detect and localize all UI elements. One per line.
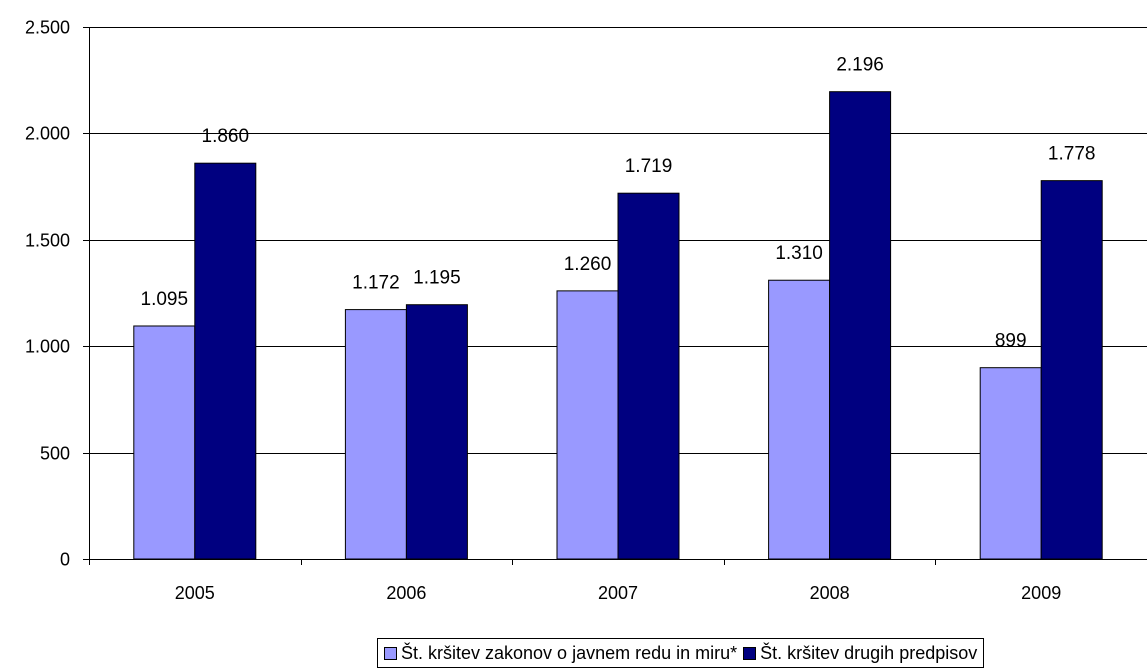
y-tick-label: 0 (60, 550, 70, 570)
data-label-series-1: 1.172 (352, 273, 400, 294)
y-tick-label: 2.500 (25, 18, 70, 38)
bar-series-2 (617, 192, 680, 560)
bars (133, 91, 1103, 560)
x-tick-label: 2007 (598, 583, 638, 603)
legend: Št. kršitev zakonov o javnem redu in mir… (377, 638, 985, 668)
bar-series-2 (829, 91, 892, 560)
legend-label-series-1: Št. kršitev zakonov o javnem redu in mir… (401, 642, 738, 663)
bar-series-2 (1040, 180, 1103, 560)
data-label-series-1: 899 (995, 331, 1027, 352)
bar-series-2 (194, 162, 257, 560)
x-tick-label: 2009 (1021, 583, 1061, 603)
x-tick-label: 2008 (810, 583, 850, 603)
bar-series-1 (344, 309, 407, 560)
legend-item-series-2: Št. kršitev drugih predpisov (743, 643, 977, 664)
x-tick-label: 2006 (386, 583, 426, 603)
legend-swatch-series-2 (743, 646, 757, 660)
data-label-series-2: 2.196 (836, 55, 884, 76)
x-tick-label: 2005 (175, 583, 215, 603)
bar-series-1 (556, 290, 619, 560)
bar-series-1 (768, 279, 831, 560)
legend-swatch-series-1 (384, 646, 397, 660)
data-label-series-2: 1.778 (1048, 144, 1096, 165)
y-tick-label: 2.000 (25, 124, 70, 144)
data-labels: 1.095 1.860 1.172 1.195 1.260 1.719 1.310 2.196… (141, 55, 1096, 352)
axes: 0 500 1.000 1.500 2.000 2.500 2005 2006 2007 2008… (25, 18, 1147, 603)
y-tick-label: 1.500 (25, 231, 70, 251)
bar-series-2 (405, 304, 468, 560)
data-label-series-2: 1.860 (202, 126, 250, 147)
y-tick-label: 1.000 (25, 337, 70, 357)
bar-series-1 (133, 325, 196, 560)
data-label-series-1: 1.310 (775, 243, 823, 264)
legend-item-series-1: Št. kršitev zakonov o javnem redu in mir… (384, 643, 737, 664)
data-label-series-2: 1.195 (413, 268, 461, 289)
data-label-series-1: 1.095 (141, 289, 189, 310)
data-label-series-2: 1.719 (625, 156, 673, 177)
y-tick-label: 500 (40, 444, 70, 464)
data-label-series-1: 1.260 (564, 254, 612, 275)
bar-series-1 (979, 367, 1042, 560)
legend-label-series-2: Št. kršitev drugih predpisov (760, 642, 978, 663)
